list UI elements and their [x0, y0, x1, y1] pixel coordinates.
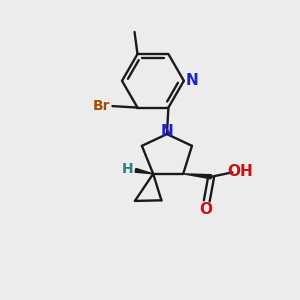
Text: H: H — [122, 162, 133, 176]
Text: N: N — [186, 73, 199, 88]
Text: N: N — [160, 124, 173, 139]
Text: O: O — [200, 202, 213, 217]
Text: OH: OH — [228, 164, 253, 179]
Polygon shape — [183, 174, 211, 179]
Polygon shape — [135, 168, 153, 174]
Text: Br: Br — [92, 99, 110, 113]
